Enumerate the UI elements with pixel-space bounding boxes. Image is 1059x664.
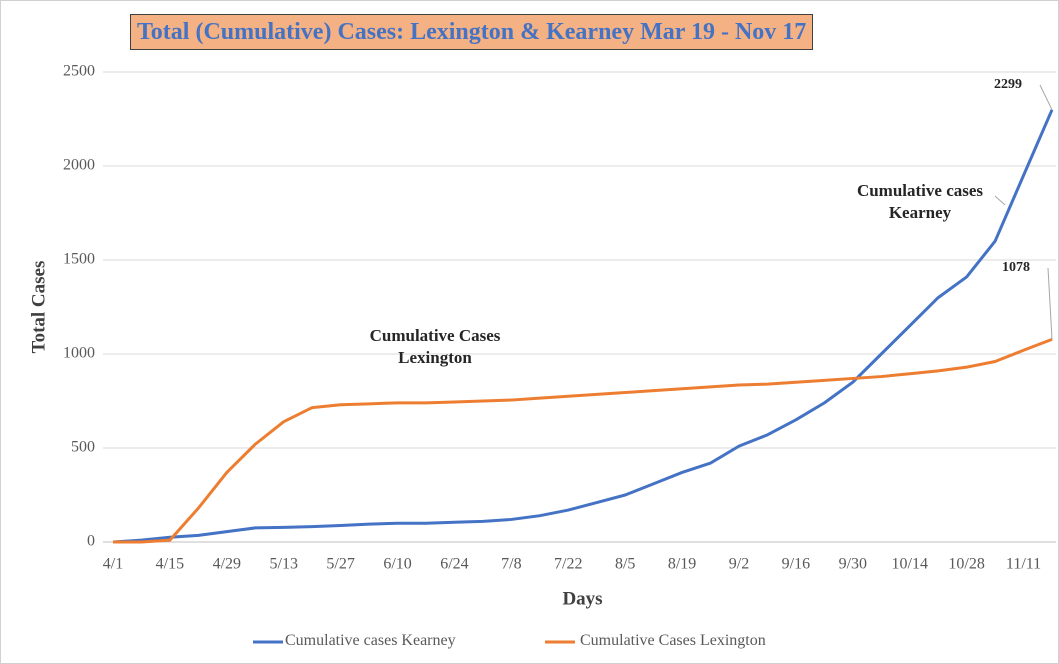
leader-line bbox=[1039, 84, 1053, 111]
chart-title: Total (Cumulative) Cases: Lexington & Ke… bbox=[130, 14, 814, 50]
data-label: 2299 bbox=[994, 77, 1022, 92]
y-tick-label: 0 bbox=[87, 533, 95, 550]
x-tick-label: 7/8 bbox=[501, 556, 521, 573]
series-label: Cumulative cases Kearney bbox=[856, 181, 984, 222]
leader-line bbox=[1047, 267, 1053, 340]
x-tick-label: 9/30 bbox=[839, 556, 867, 573]
x-tick-label: 5/27 bbox=[326, 556, 354, 573]
series-line bbox=[112, 109, 1054, 544]
x-tick-label: 9/2 bbox=[729, 556, 749, 573]
x-tick-label: 6/24 bbox=[440, 556, 468, 573]
x-tick-label: 8/19 bbox=[668, 556, 696, 573]
series-label: Cumulative Cases Lexington bbox=[369, 326, 501, 367]
x-tick-label: 8/5 bbox=[615, 556, 635, 573]
x-tick-label: 9/16 bbox=[782, 556, 810, 573]
x-tick-label: 4/15 bbox=[156, 556, 184, 573]
y-tick-label: 1500 bbox=[63, 251, 95, 268]
x-tick-label: 11/11 bbox=[1006, 556, 1041, 573]
y-tick-label: 1000 bbox=[63, 345, 95, 362]
x-tick-label: 5/13 bbox=[270, 556, 298, 573]
data-label: 1078 bbox=[1002, 260, 1030, 275]
x-tick-label: 4/29 bbox=[213, 556, 241, 573]
x-tick-label: 7/22 bbox=[554, 556, 582, 573]
x-tick-label: 4/1 bbox=[103, 556, 123, 573]
x-tick-label: 10/14 bbox=[892, 556, 928, 573]
x-tick-label: 10/28 bbox=[948, 556, 984, 573]
legend-label: Cumulative Cases Lexington bbox=[580, 632, 766, 649]
series-line bbox=[113, 337, 1053, 544]
x-axis-title: Days bbox=[562, 588, 602, 609]
leader-line bbox=[994, 195, 1006, 206]
y-tick-label: 2500 bbox=[63, 63, 95, 80]
y-axis-title: Total Cases bbox=[28, 261, 49, 354]
legend-label: Cumulative cases Kearney bbox=[285, 632, 456, 649]
x-tick-label: 6/10 bbox=[383, 556, 411, 573]
y-tick-label: 500 bbox=[71, 439, 95, 456]
y-tick-label: 2000 bbox=[63, 157, 95, 174]
